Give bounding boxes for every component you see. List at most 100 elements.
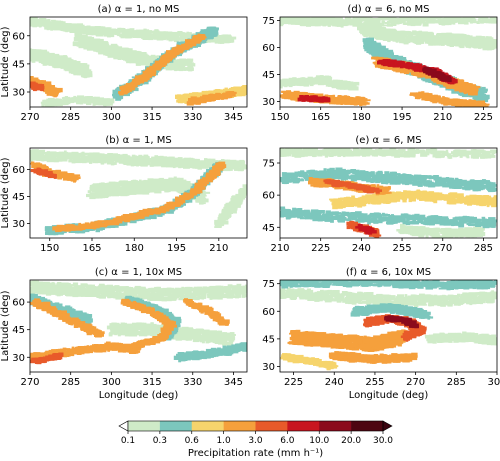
precip-cell bbox=[459, 44, 465, 49]
precip-cell bbox=[415, 34, 421, 37]
precip-cell bbox=[439, 84, 447, 88]
precip-cell bbox=[344, 80, 348, 85]
precip-cell bbox=[196, 93, 201, 98]
precip-cell bbox=[180, 64, 187, 67]
precip-cell bbox=[481, 21, 485, 24]
precip-cell bbox=[71, 65, 74, 69]
precip-cell bbox=[57, 62, 65, 65]
precip-cell bbox=[42, 100, 47, 104]
precip-cell bbox=[376, 47, 380, 52]
precip-cell bbox=[147, 74, 152, 78]
precip-cell bbox=[477, 19, 481, 23]
precip-cell bbox=[452, 21, 456, 25]
precip-cell bbox=[333, 85, 337, 88]
precip-cell bbox=[410, 35, 414, 38]
precip-cell bbox=[135, 54, 143, 59]
precip-cell bbox=[131, 32, 136, 36]
precip-cell bbox=[235, 88, 240, 91]
precip-cell bbox=[222, 35, 226, 39]
precip-cell bbox=[207, 26, 214, 30]
precip-cell bbox=[436, 17, 443, 19]
precip-cell bbox=[165, 68, 173, 71]
precip-cell bbox=[446, 22, 452, 25]
precip-cell bbox=[361, 17, 367, 22]
precip-cell bbox=[448, 88, 453, 91]
precip-cell bbox=[446, 32, 452, 37]
precip-cell bbox=[323, 20, 329, 23]
precip-cell bbox=[192, 33, 197, 36]
precip-cell bbox=[105, 98, 112, 103]
precip-cell bbox=[360, 26, 364, 32]
precip-field bbox=[280, 17, 497, 107]
x-tick-label: 330 bbox=[183, 112, 202, 123]
x-tick-label: 300 bbox=[102, 112, 121, 123]
precip-cell bbox=[326, 80, 330, 83]
precip-cell bbox=[125, 35, 130, 39]
precip-cell bbox=[482, 17, 488, 19]
precip-cell bbox=[30, 48, 31, 51]
precip-cell bbox=[62, 55, 68, 59]
precip-cell bbox=[41, 19, 47, 23]
precip-cell bbox=[144, 72, 150, 77]
precip-cell bbox=[229, 36, 232, 39]
precip-cell bbox=[123, 49, 128, 53]
precip-cell bbox=[452, 44, 457, 46]
precip-cell bbox=[142, 59, 150, 64]
precip-cell bbox=[378, 31, 384, 35]
precip-cell bbox=[356, 21, 363, 24]
precip-cell bbox=[431, 40, 436, 42]
precip-cell bbox=[297, 79, 303, 82]
precip-cell bbox=[38, 60, 43, 64]
precip-cell bbox=[435, 39, 443, 44]
precip-cell bbox=[419, 19, 427, 22]
precip-cell bbox=[182, 32, 186, 35]
precip-cell bbox=[84, 69, 92, 72]
precip-cell bbox=[144, 32, 152, 36]
precip-cell bbox=[180, 34, 187, 37]
precip-cell bbox=[329, 18, 337, 23]
precip-cell bbox=[406, 36, 412, 42]
precip-cell bbox=[352, 24, 360, 27]
precip-cell bbox=[90, 27, 98, 30]
precip-cell bbox=[310, 77, 317, 82]
precip-cell bbox=[376, 26, 384, 30]
precip-cell bbox=[280, 85, 283, 89]
precip-cell bbox=[361, 24, 369, 29]
precip-cell bbox=[117, 33, 121, 37]
precip-cell bbox=[427, 38, 431, 42]
precip-cell bbox=[230, 93, 236, 97]
precip-cell bbox=[87, 73, 93, 78]
precip-cell bbox=[472, 45, 480, 48]
precip-cell bbox=[59, 26, 66, 31]
precip-cell bbox=[388, 53, 393, 57]
precip-cell bbox=[113, 47, 121, 52]
precip-cell bbox=[68, 23, 72, 27]
precip-cell bbox=[439, 22, 445, 25]
precip-cell bbox=[93, 38, 101, 43]
precip-cell bbox=[43, 58, 49, 63]
precip-cell bbox=[176, 44, 179, 48]
precip-cell bbox=[159, 32, 166, 35]
precip-cell bbox=[124, 33, 132, 37]
precip-cell bbox=[63, 27, 69, 31]
precip-cell bbox=[128, 91, 132, 94]
precip-cell bbox=[154, 35, 162, 40]
precip-cell bbox=[371, 18, 377, 23]
precip-cell bbox=[76, 26, 84, 30]
precip-cell bbox=[331, 22, 337, 26]
precip-cell bbox=[441, 32, 447, 37]
precip-cell bbox=[160, 37, 164, 40]
precip-cell bbox=[143, 79, 147, 85]
precip-cell bbox=[288, 85, 293, 88]
precip-cell bbox=[110, 99, 115, 104]
precip-cell bbox=[179, 59, 182, 63]
precip-cell bbox=[166, 59, 170, 63]
precip-cell bbox=[175, 95, 179, 99]
precip-cell bbox=[401, 36, 406, 39]
precip-cell bbox=[127, 85, 132, 91]
precip-cell bbox=[76, 23, 83, 28]
precip-cell bbox=[103, 102, 106, 106]
precip-cell bbox=[97, 31, 102, 34]
precip-cell bbox=[147, 60, 153, 65]
precip-cell bbox=[468, 36, 476, 39]
